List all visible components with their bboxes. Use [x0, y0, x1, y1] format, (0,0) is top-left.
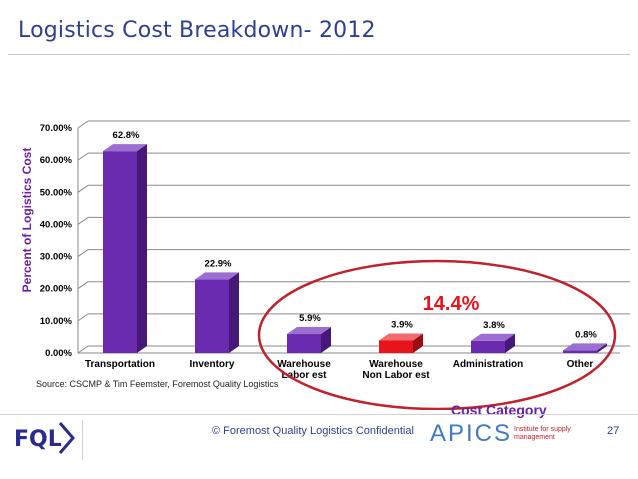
bar-side [137, 144, 147, 353]
gridline-depth [77, 345, 89, 354]
bar-top [195, 272, 239, 280]
x-tick-label: Labor est [281, 370, 327, 381]
data-label: 3.8% [483, 320, 505, 331]
footer-divider [0, 414, 638, 415]
bar-side [597, 343, 607, 353]
x-tick-label: Non Labor est [362, 370, 430, 381]
apics-logo: APICS [430, 420, 513, 447]
slide-title: Logistics Cost Breakdown- 2012 [18, 18, 376, 43]
x-tick-label: Warehouse [369, 359, 423, 370]
y-tick-label: 70.00% [40, 123, 73, 134]
y-tick-label: 60.00% [40, 155, 73, 166]
data-label: 3.9% [391, 319, 413, 330]
bar-chart: 0.00% 10.00% 20.00% 30.00% 40.00% 50.00% 60.00… [40, 120, 630, 410]
gridline-depth [77, 217, 89, 225]
x-axis-title: Cost Category [451, 402, 547, 418]
y-tick-label: 40.00% [40, 219, 73, 230]
data-label: 22.9% [205, 258, 232, 269]
x-tick-label: Warehouse [277, 359, 331, 370]
data-label: 5.9% [299, 313, 321, 324]
bar [471, 340, 505, 353]
fql-logo: FQL [14, 419, 75, 459]
gridline-depth [77, 281, 89, 290]
y-axis-title: Percent of Logistics Cost [20, 147, 34, 293]
bar-top [471, 333, 515, 341]
gridline-depth [77, 313, 89, 322]
bar [287, 334, 321, 353]
gridline-depth [77, 249, 89, 257]
bar-side [505, 333, 515, 353]
y-tick-label: 10.00% [40, 316, 73, 327]
page-number: 27 [607, 425, 620, 437]
x-tick-label: Other [567, 359, 594, 370]
bar-top [103, 144, 147, 152]
bar [103, 151, 137, 353]
highlight-ellipse [257, 259, 617, 410]
x-tick-label: Administration [453, 359, 524, 370]
x-tick-label: Transportation [85, 359, 155, 370]
y-tick-label: 0.00% [45, 348, 72, 359]
source-note: Source: CSCMP & Tim Feemster, Foremost Q… [36, 379, 279, 389]
bar [379, 340, 413, 353]
bar-side [229, 272, 239, 353]
bar [195, 279, 229, 353]
bar-top [287, 327, 331, 335]
bar-top [379, 333, 423, 341]
ism-logo: Institute for supply management [514, 426, 571, 441]
gridline-depth [77, 152, 89, 161]
data-label: 0.8% [575, 329, 597, 340]
title-divider [8, 54, 630, 55]
y-tick-label: 20.00% [40, 284, 73, 295]
y-tick-label: 30.00% [40, 252, 73, 263]
confidential-footer: © Foremost Quality Logistics Confidentia… [212, 425, 414, 437]
bar-side [321, 327, 331, 353]
x-tick-label: Inventory [189, 359, 234, 370]
fql-logo-text: FQL [14, 427, 62, 452]
bar-side [413, 333, 423, 353]
bar-top [563, 343, 607, 351]
bar [563, 350, 597, 353]
highlight-total-label: 14.4% [423, 293, 480, 315]
footer-vertical-divider [82, 420, 83, 460]
gridline-depth [77, 120, 89, 129]
y-tick-label: 50.00% [40, 187, 73, 198]
gridline-depth [77, 184, 89, 193]
chevron-logo-icon [58, 422, 75, 454]
data-label: 62.8% [113, 130, 140, 141]
